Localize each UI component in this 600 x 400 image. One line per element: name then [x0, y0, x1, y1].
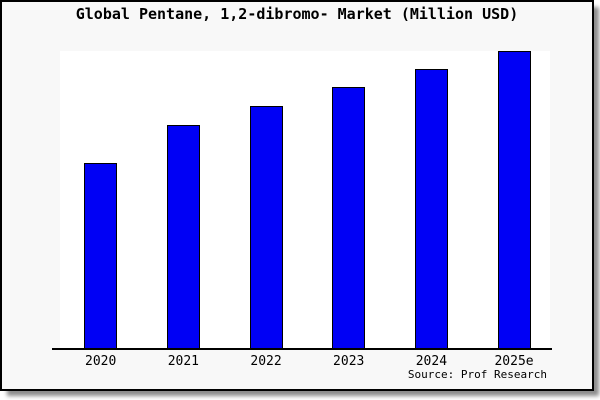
- source-note: Source: Prof Research: [407, 368, 547, 381]
- x-tick-label-2023: 2023: [333, 354, 365, 369]
- x-tick-label-2021: 2021: [167, 354, 200, 369]
- chart-frame: Global Pentane, 1,2-dibromo- Market (Mil…: [0, 0, 594, 391]
- bar-2025e: [497, 51, 531, 350]
- bar-2020: [84, 163, 118, 350]
- x-tick-label-2020: 2020: [85, 354, 117, 369]
- x-axis-line: [52, 348, 552, 350]
- x-tick-label-2022: 2022: [250, 354, 282, 369]
- plot-area: [60, 51, 550, 350]
- bar-2023: [332, 87, 366, 350]
- bar-2022: [249, 106, 283, 350]
- chart-title: Global Pentane, 1,2-dibromo- Market (Mil…: [75, 5, 519, 23]
- bar-2024: [414, 69, 448, 350]
- bar-2021: [166, 125, 200, 350]
- x-tick-label-2025e: 2025e: [494, 354, 534, 369]
- x-tick-label-2024: 2024: [415, 354, 448, 369]
